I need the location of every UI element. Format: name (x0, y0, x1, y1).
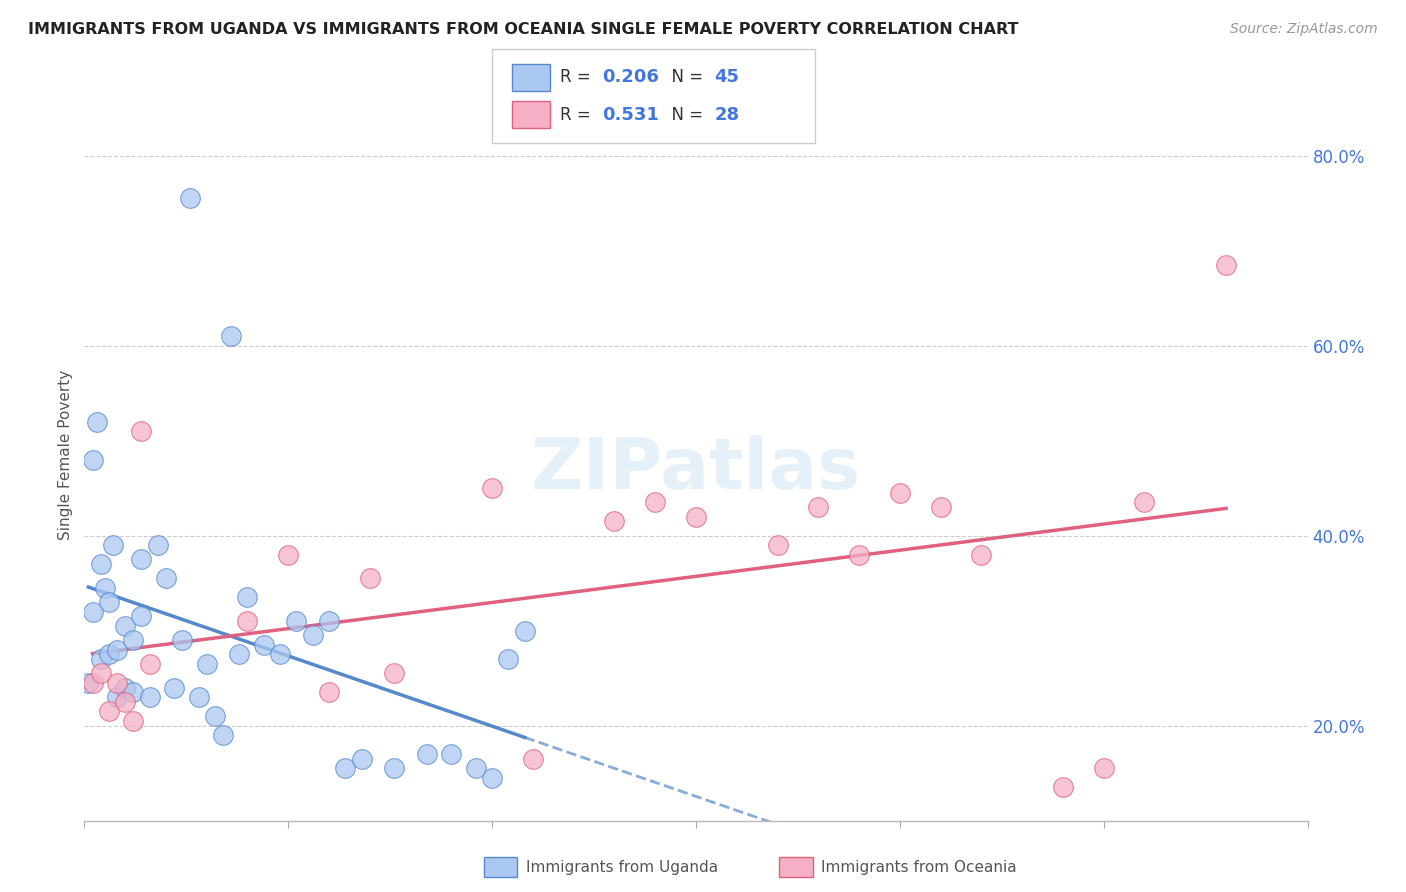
Point (1052, 780, 1074, 795)
Point (318, 614, 340, 628)
Point (359, 571, 381, 585)
Point (603, 515, 626, 529)
Point (90, 652, 112, 666)
Text: N =: N = (661, 105, 709, 123)
Text: ZIPatlas: ZIPatlas (531, 435, 860, 504)
Point (766, 538, 789, 552)
Point (350, 752, 373, 766)
Point (131, 552, 153, 566)
Point (114, 695, 136, 709)
Text: 28: 28 (714, 105, 740, 123)
Point (236, 614, 259, 628)
Point (416, 747, 439, 761)
Point (179, 191, 201, 205)
Point (269, 648, 291, 662)
Point (138, 657, 160, 671)
Point (481, 481, 503, 495)
Point (335, 761, 357, 775)
Point (187, 690, 209, 705)
Point (644, 495, 666, 509)
Text: IMMIGRANTS FROM UGANDA VS IMMIGRANTS FROM OCEANIA SINGLE FEMALE POVERTY CORRELAT: IMMIGRANTS FROM UGANDA VS IMMIGRANTS FRO… (28, 22, 1018, 37)
Point (204, 709, 226, 723)
Point (138, 690, 160, 705)
Point (277, 548, 299, 562)
Point (929, 500, 952, 515)
Point (513, 624, 536, 638)
Point (122, 633, 145, 648)
Point (195, 657, 218, 671)
Text: 0.531: 0.531 (602, 105, 658, 123)
Text: 0.206: 0.206 (602, 69, 658, 87)
Point (382, 666, 405, 681)
Point (114, 681, 136, 695)
Point (253, 638, 276, 652)
Point (382, 761, 405, 775)
Point (82, 605, 104, 619)
Point (889, 486, 911, 500)
Text: Immigrants from Oceania: Immigrants from Oceania (821, 860, 1017, 874)
Point (90, 557, 112, 571)
Point (105, 642, 128, 657)
Point (105, 690, 128, 705)
Point (236, 591, 259, 605)
Point (122, 714, 145, 728)
Point (1133, 495, 1156, 509)
Point (86, 415, 108, 429)
Point (685, 509, 707, 524)
Text: R =: R = (560, 105, 596, 123)
Point (318, 685, 340, 699)
Point (146, 538, 169, 552)
Point (163, 681, 186, 695)
Text: Source: ZipAtlas.com: Source: ZipAtlas.com (1230, 22, 1378, 37)
Point (90, 666, 112, 681)
Point (481, 771, 503, 785)
Point (970, 548, 993, 562)
Point (131, 609, 153, 624)
Point (97, 705, 120, 719)
Point (807, 500, 830, 515)
Point (440, 747, 463, 761)
Point (82, 676, 104, 690)
Point (228, 648, 250, 662)
Point (105, 676, 128, 690)
Point (155, 571, 177, 585)
Text: R =: R = (560, 69, 596, 87)
Y-axis label: Single Female Poverty: Single Female Poverty (58, 370, 73, 540)
Point (498, 652, 520, 666)
Point (464, 761, 486, 775)
Point (97, 648, 120, 662)
Point (131, 424, 153, 438)
Point (101, 538, 124, 552)
Point (285, 614, 308, 628)
Point (219, 329, 242, 343)
Point (82, 452, 104, 467)
Point (114, 619, 136, 633)
Point (1215, 258, 1237, 272)
Text: Immigrants from Uganda: Immigrants from Uganda (526, 860, 718, 874)
Point (301, 628, 323, 642)
Point (522, 752, 544, 766)
Point (212, 728, 235, 742)
Point (77, 676, 100, 690)
Point (172, 633, 194, 648)
Point (1092, 761, 1115, 775)
Point (93, 581, 115, 595)
Text: 45: 45 (714, 69, 740, 87)
Point (97, 595, 120, 609)
Text: N =: N = (661, 69, 709, 87)
Point (122, 685, 145, 699)
Point (848, 548, 870, 562)
